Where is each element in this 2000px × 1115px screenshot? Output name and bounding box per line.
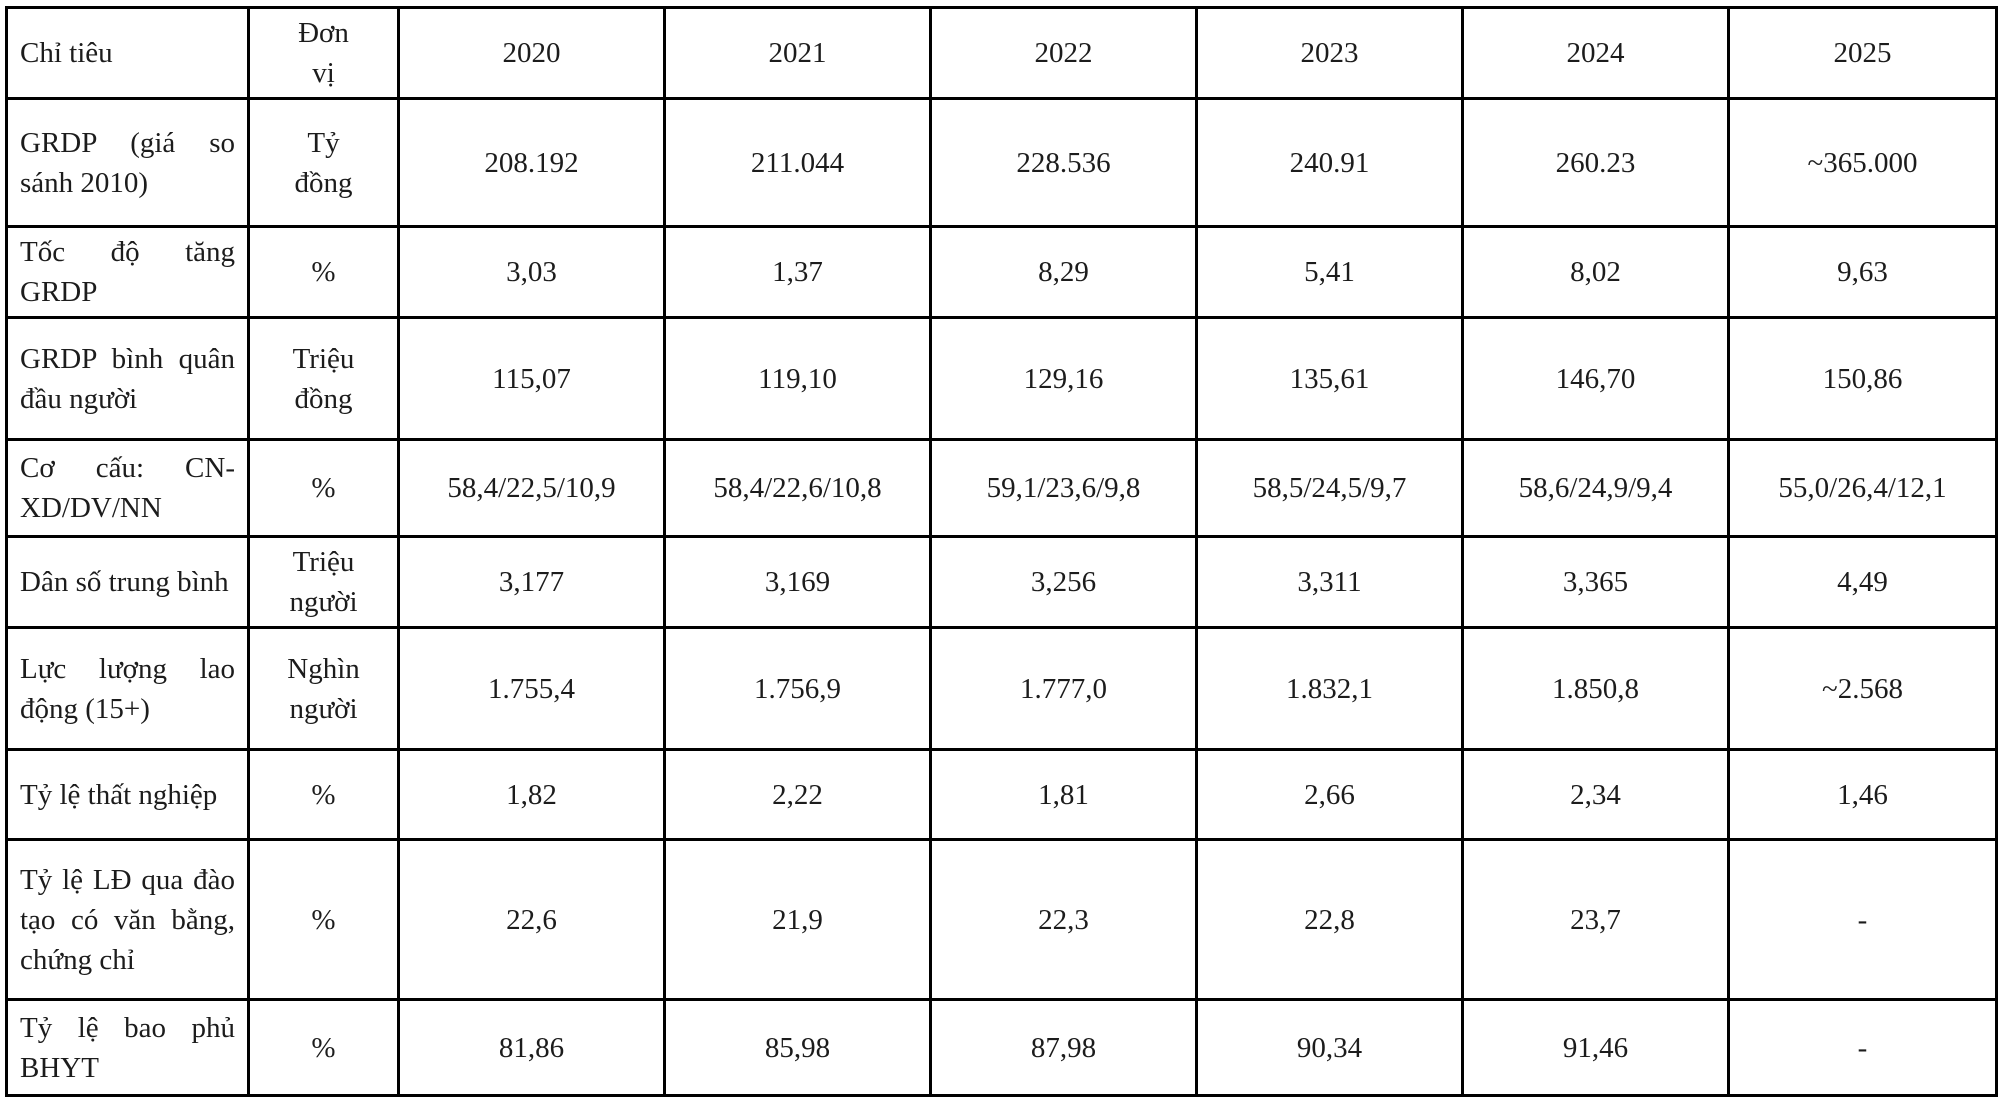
table-body: GRDP (giá so sánh 2010) Tỷ đồng 208.192 211… <box>5 97 1998 1098</box>
row-value-2023: 3,311 <box>1195 535 1464 630</box>
row-unit: % <box>247 838 400 1002</box>
row-label: GRDP (giá so sánh 2010) <box>5 97 250 229</box>
year-column-header-2020: 2020 <box>397 5 666 101</box>
row-value-2020: 208.192 <box>397 97 666 229</box>
row-value-2022: 3,256 <box>929 535 1198 630</box>
row-value-2023: 1.832,1 <box>1195 626 1464 752</box>
row-unit: Triệu người <box>247 535 400 630</box>
row-label: Tỷ lệ LĐ qua đào tạo có văn bằng, chứng … <box>5 838 250 1002</box>
row-unit: % <box>247 438 400 539</box>
row-value-2021: 58,4/22,6/10,8 <box>663 438 932 539</box>
row-value-2023: 5,41 <box>1195 225 1464 320</box>
row-value-2024: 91,46 <box>1461 998 1730 1098</box>
row-value-2023: 22,8 <box>1195 838 1464 1002</box>
row-value-2022: 59,1/23,6/9,8 <box>929 438 1198 539</box>
table-row: Tốc độ tăng GRDP% 3,03 1,37 8,29 5,41 8,02 9,6… <box>5 225 1998 320</box>
row-value-2025: 9,63 <box>1727 225 1998 320</box>
year-column-header-2021: 2021 <box>663 5 932 101</box>
row-label: Lực lượng lao động (15+) <box>5 626 250 752</box>
row-unit: Tỷ đồng <box>247 97 400 229</box>
row-value-2024: 1.850,8 <box>1461 626 1730 752</box>
row-value-2021: 1.756,9 <box>663 626 932 752</box>
row-label: GRDP bình quân đầu người <box>5 316 250 442</box>
row-value-2022: 22,3 <box>929 838 1198 1002</box>
year-column-header-2023: 2023 <box>1195 5 1464 101</box>
row-value-2025: - <box>1727 838 1998 1002</box>
row-label: Tốc độ tăng GRDP <box>5 225 250 320</box>
row-label: Dân số trung bình <box>5 535 250 630</box>
row-value-2024: 23,7 <box>1461 838 1730 1002</box>
row-value-2022: 1,81 <box>929 748 1198 842</box>
row-value-2025: 4,49 <box>1727 535 1998 630</box>
table-row: Tỷ lệ thất nghiệp% 1,82 2,22 1,81 2,66 2,34 1,… <box>5 748 1998 842</box>
row-value-2021: 85,98 <box>663 998 932 1098</box>
row-value-2024: 58,6/24,9/9,4 <box>1461 438 1730 539</box>
row-unit: % <box>247 225 400 320</box>
row-value-2021: 3,169 <box>663 535 932 630</box>
row-label: Tỷ lệ bao phủ BHYT <box>5 998 250 1098</box>
row-value-2020: 1.755,4 <box>397 626 666 752</box>
row-value-2021: 1,37 <box>663 225 932 320</box>
row-value-2020: 81,86 <box>397 998 666 1098</box>
row-value-2020: 22,6 <box>397 838 666 1002</box>
row-value-2021: 211.044 <box>663 97 932 229</box>
row-value-2020: 115,07 <box>397 316 666 442</box>
row-value-2022: 87,98 <box>929 998 1198 1098</box>
row-value-2020: 3,03 <box>397 225 666 320</box>
row-value-2023: 2,66 <box>1195 748 1464 842</box>
statistics-table: Chỉ tiêu Đơn vị 2020 2021 2022 2023 2024… <box>5 5 1998 1098</box>
row-value-2024: 146,70 <box>1461 316 1730 442</box>
year-column-header-2024: 2024 <box>1461 5 1730 101</box>
row-unit: % <box>247 748 400 842</box>
row-value-2025: 55,0/26,4/12,1 <box>1727 438 1998 539</box>
row-value-2020: 58,4/22,5/10,9 <box>397 438 666 539</box>
row-value-2021: 119,10 <box>663 316 932 442</box>
row-unit: Triệu đồng <box>247 316 400 442</box>
table-row: GRDP (giá so sánh 2010) Tỷ đồng 208.192 211… <box>5 97 1998 229</box>
row-value-2021: 2,22 <box>663 748 932 842</box>
row-label: Cơ cấu: CN-XD/DV/NN <box>5 438 250 539</box>
row-value-2025: - <box>1727 998 1998 1098</box>
row-value-2021: 21,9 <box>663 838 932 1002</box>
year-column-header-2022: 2022 <box>929 5 1198 101</box>
row-value-2025: 1,46 <box>1727 748 1998 842</box>
row-value-2020: 3,177 <box>397 535 666 630</box>
table-row: GRDP bình quân đầu người Triệu đồng 115,07… <box>5 316 1998 442</box>
row-value-2024: 3,365 <box>1461 535 1730 630</box>
row-value-2025: 150,86 <box>1727 316 1998 442</box>
row-value-2020: 1,82 <box>397 748 666 842</box>
row-value-2025: ~2.568 <box>1727 626 1998 752</box>
table-header: Chỉ tiêu Đơn vị 2020 2021 2022 2023 2024… <box>5 5 1998 101</box>
row-value-2022: 228.536 <box>929 97 1198 229</box>
row-value-2022: 1.777,0 <box>929 626 1198 752</box>
table-row: Lực lượng lao động (15+) Nghìn người 1.755… <box>5 626 1998 752</box>
row-value-2022: 8,29 <box>929 225 1198 320</box>
unit-column-header: Đơn vị <box>247 5 400 101</box>
row-value-2025: ~365.000 <box>1727 97 1998 229</box>
table-row: Tỷ lệ bao phủ BHYT% 81,86 85,98 87,98 90,34 9… <box>5 998 1998 1098</box>
row-value-2023: 90,34 <box>1195 998 1464 1098</box>
indicator-column-header: Chỉ tiêu <box>5 5 250 101</box>
year-column-header-2025: 2025 <box>1727 5 1998 101</box>
row-value-2022: 129,16 <box>929 316 1198 442</box>
row-value-2023: 240.91 <box>1195 97 1464 229</box>
row-value-2024: 260.23 <box>1461 97 1730 229</box>
row-value-2023: 58,5/24,5/9,7 <box>1195 438 1464 539</box>
table-row: Tỷ lệ LĐ qua đào tạo có văn bằng, chứng … <box>5 838 1998 1002</box>
row-unit: % <box>247 998 400 1098</box>
row-value-2024: 2,34 <box>1461 748 1730 842</box>
row-value-2023: 135,61 <box>1195 316 1464 442</box>
row-unit: Nghìn người <box>247 626 400 752</box>
table-row: Cơ cấu: CN-XD/DV/NN% 58,4/22,5/10,9 58,4/2… <box>5 438 1998 539</box>
row-value-2024: 8,02 <box>1461 225 1730 320</box>
header-row: Chỉ tiêu Đơn vị 2020 2021 2022 2023 2024… <box>5 5 1998 101</box>
table-row: Dân số trung bình Triệu người 3,177 3,169 3,… <box>5 535 1998 630</box>
row-label: Tỷ lệ thất nghiệp <box>5 748 250 842</box>
